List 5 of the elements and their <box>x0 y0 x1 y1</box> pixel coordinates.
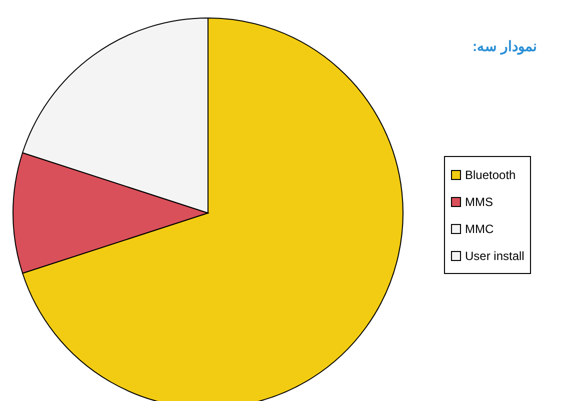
legend-label: MMS <box>465 194 493 208</box>
text: نمودار سه: <box>472 38 537 54</box>
legend-label: Bluetooth <box>465 168 516 182</box>
legend-label: User install <box>465 248 524 262</box>
legend-label: MMC <box>465 222 494 236</box>
